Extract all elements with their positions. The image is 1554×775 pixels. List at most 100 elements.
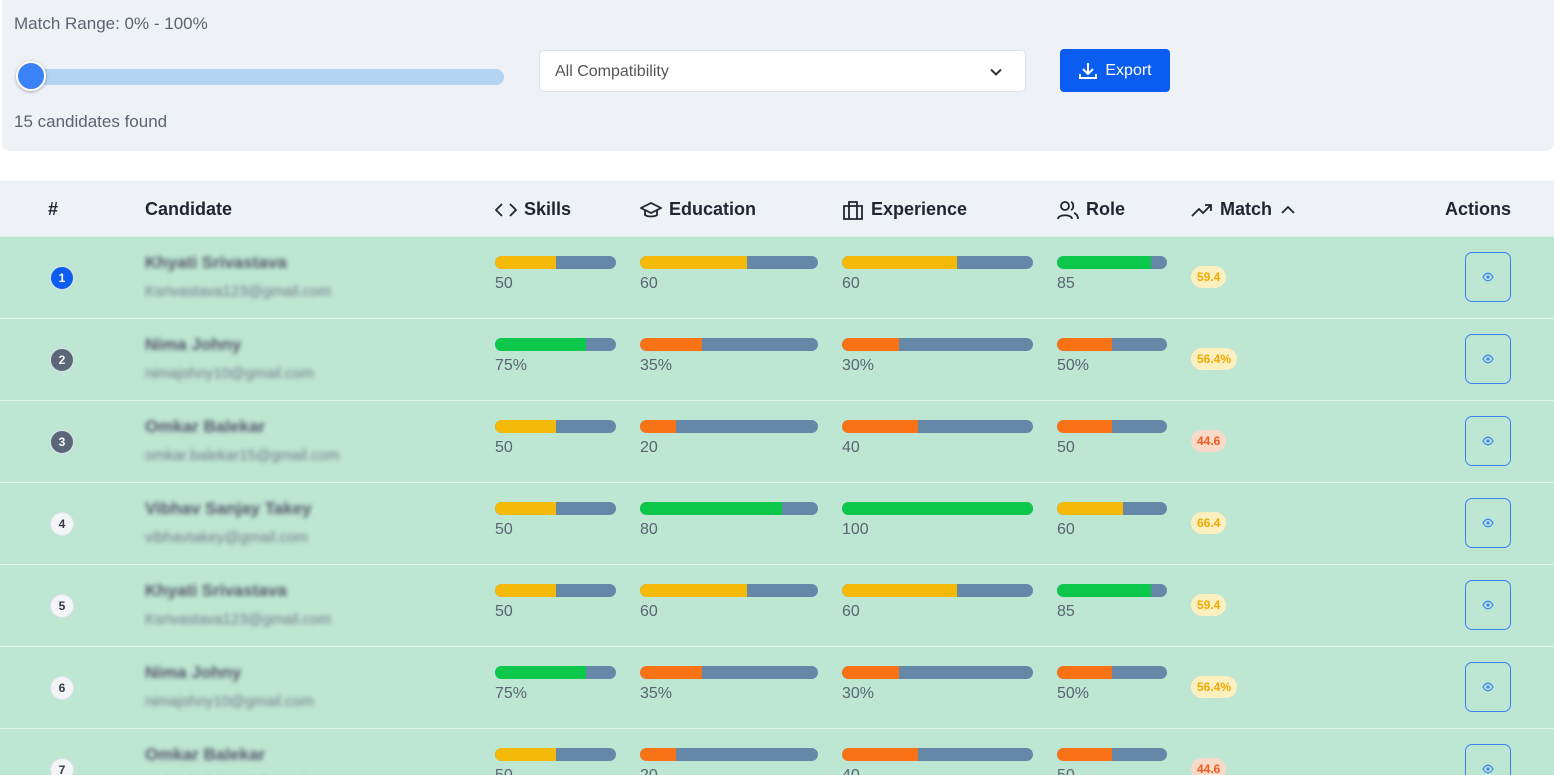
score-label: 50%: [1057, 357, 1090, 374]
rank-badge: 3: [50, 430, 74, 454]
score-label: 50%: [1057, 685, 1090, 702]
match-badge: 56.4%: [1191, 676, 1238, 698]
score-track: [640, 256, 818, 269]
candidate-email: Ksrivastava123@gmail.com: [145, 611, 332, 628]
view-button[interactable]: [1465, 662, 1511, 712]
score-track: [842, 338, 1033, 351]
candidate-email: omkar.balekar15@gmail.com: [145, 447, 340, 464]
score-label: 20: [640, 439, 658, 456]
score-track: [495, 666, 616, 679]
eye-icon: [1482, 682, 1494, 692]
candidate-name: Khyati Srivastava: [145, 253, 287, 272]
score-track: [842, 584, 1033, 597]
rank-badge: 2: [50, 348, 74, 372]
rank-badge: 6: [50, 676, 74, 700]
eye-icon: [1482, 354, 1494, 364]
score-label: 50: [495, 439, 513, 456]
briefcase-icon: [843, 200, 863, 220]
rank-badge: 7: [50, 758, 74, 775]
score-label: 50: [495, 521, 513, 538]
score-track: [842, 502, 1033, 515]
view-button[interactable]: [1465, 252, 1511, 302]
score-label: 30%: [842, 685, 875, 702]
score-bar: [640, 502, 783, 515]
match-badge: 44.6: [1191, 758, 1227, 775]
score-label: 85: [1057, 603, 1075, 620]
candidate-name: Nima Johny: [145, 335, 242, 354]
score-track: [842, 666, 1033, 679]
header-skills: Skills: [495, 199, 571, 220]
candidate-count: 15 candidates found: [14, 112, 168, 131]
score-label: 85: [1057, 275, 1075, 292]
eye-icon: [1482, 518, 1494, 528]
score-bar: [495, 666, 586, 679]
score-track: [842, 748, 1033, 761]
view-button[interactable]: [1465, 580, 1511, 630]
score-bar: [842, 338, 900, 351]
trend-icon: [1191, 203, 1212, 217]
table-header: # Candidate Skills Education Experience …: [0, 181, 1554, 236]
score-track: [640, 420, 818, 433]
score-track: [640, 502, 818, 515]
header-text: #: [48, 199, 59, 219]
header-text: Match: [1220, 199, 1273, 219]
range-knob[interactable]: [16, 61, 46, 91]
score-label: 60: [842, 603, 860, 620]
header-experience: Experience: [842, 199, 967, 220]
view-button[interactable]: [1465, 416, 1511, 466]
score-label: 50: [1057, 767, 1075, 775]
score-label: 75%: [495, 685, 528, 702]
download-icon: [1079, 62, 1098, 79]
eye-icon: [1482, 764, 1494, 774]
score-label: 40: [842, 439, 860, 456]
score-track: [495, 420, 616, 433]
score-track: [640, 338, 818, 351]
score-label: 30%: [842, 357, 875, 374]
score-bar: [495, 584, 556, 597]
compatibility-dropdown[interactable]: All Compatibility: [539, 50, 1026, 92]
score-bar: [1057, 338, 1112, 351]
score-label: 40: [842, 767, 860, 775]
score-bar: [1057, 666, 1112, 679]
view-button[interactable]: [1465, 744, 1511, 775]
score-label: 50: [1057, 439, 1075, 456]
score-bar: [842, 666, 900, 679]
table-row: 4 Vibhav Sanjay Takey vibhavtakey@gmail.co…: [0, 482, 1554, 564]
score-track: [640, 666, 818, 679]
candidate-name: Omkar Balekar: [145, 745, 266, 764]
score-track: [1057, 338, 1167, 351]
candidate-email: nimajohny10@gmail.com: [145, 365, 314, 382]
score-bar: [1057, 748, 1112, 761]
match-badge: 59.4: [1191, 266, 1227, 288]
score-label: 60: [640, 275, 658, 292]
score-bar: [495, 502, 556, 515]
dropdown-text: All Compatibility: [555, 63, 669, 80]
score-bar: [1057, 420, 1112, 433]
score-bar: [842, 502, 1033, 515]
header-text: Candidate: [145, 199, 233, 219]
score-label: 75%: [495, 357, 528, 374]
score-label: 100: [842, 521, 869, 538]
score-bar: [1057, 502, 1123, 515]
score-label: 60: [640, 603, 658, 620]
header-actions: Actions: [1445, 199, 1511, 220]
score-track: [495, 584, 616, 597]
score-bar: [1057, 256, 1151, 269]
export-button[interactable]: Export: [1060, 49, 1170, 92]
header-rank: #: [48, 199, 58, 220]
match-badge: 44.6: [1191, 430, 1227, 452]
range-label: Match Range: 0% - 100%: [14, 14, 208, 33]
candidate-name: Vibhav Sanjay Takey: [145, 499, 312, 518]
score-label: 35%: [640, 357, 673, 374]
score-track: [495, 338, 616, 351]
score-label: 60: [842, 275, 860, 292]
table-row: 1 Khyati Srivastava Ksrivastava123@gmail.c…: [0, 236, 1554, 318]
view-button[interactable]: [1465, 334, 1511, 384]
header-match[interactable]: Match: [1191, 199, 1297, 220]
view-button[interactable]: [1465, 498, 1511, 548]
sort-icon: [1281, 205, 1295, 214]
header-text: Experience: [871, 199, 968, 219]
header-text: Actions: [1445, 199, 1512, 219]
